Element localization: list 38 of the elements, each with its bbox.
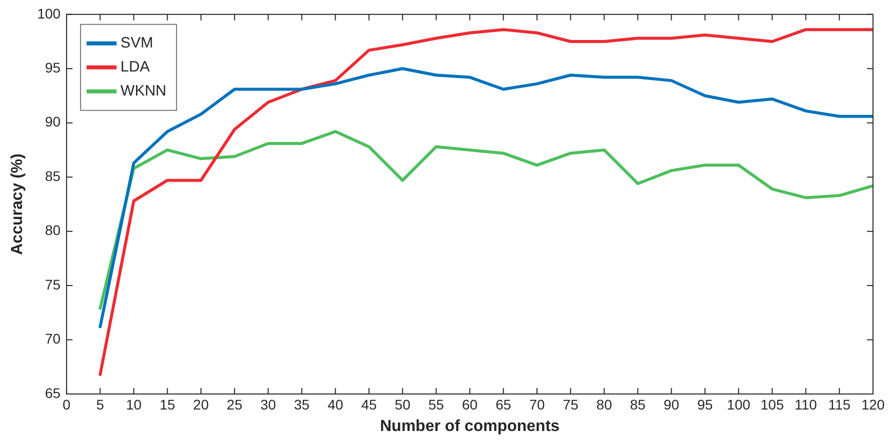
x-tick-label: 45 [361,396,377,412]
x-tick-label: 25 [226,396,243,412]
x-tick-label: 5 [96,396,104,412]
x-tick-label: 55 [428,396,444,412]
x-tick-label: 65 [496,396,512,412]
x-tick-label: 35 [294,396,310,412]
x-tick-label: 90 [664,396,680,412]
x-axis-title: Number of components [380,418,560,435]
x-tick-label: 110 [794,396,818,412]
y-tick-label: 70 [44,330,61,347]
x-tick-label: 80 [596,396,612,412]
x-tick-label: 30 [260,396,276,412]
x-tick-label: 0 [62,396,71,412]
x-tick-label: 105 [760,396,784,412]
x-tick-label: 115 [828,396,851,412]
x-tick-label: 20 [193,396,209,412]
x-tick-label: 100 [726,396,750,412]
y-tick-label: 90 [44,114,61,130]
x-tick-label: 120 [861,396,885,412]
x-tick-label: 60 [462,396,478,412]
y-tick-label: 95 [44,59,61,76]
y-axis-title: Accuracy (%) [9,154,26,255]
legend-label: SVM [120,34,154,52]
legend-label: WKNN [120,82,166,100]
y-tick-label: 100 [37,5,61,22]
x-tick-label: 50 [394,396,411,412]
x-tick-label: 10 [126,396,142,412]
y-tick-label: 65 [44,384,61,401]
y-tick-label: 85 [44,168,61,184]
x-tick-label: 40 [328,396,344,412]
x-tick-label: 75 [562,396,579,412]
x-tick-label: 85 [630,396,646,412]
y-tick-label: 75 [44,276,61,292]
x-tick-label: 70 [529,396,545,412]
x-tick-label: 15 [160,396,176,412]
x-tick-label: 95 [697,396,713,412]
y-tick-label: 80 [44,222,61,238]
legend-label: LDA [120,58,150,76]
